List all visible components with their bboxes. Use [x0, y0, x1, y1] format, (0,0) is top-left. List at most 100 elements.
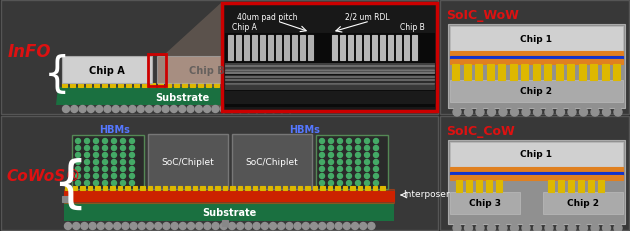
- Circle shape: [103, 160, 108, 165]
- Circle shape: [319, 139, 324, 144]
- Circle shape: [476, 224, 484, 231]
- Bar: [64, 189, 394, 203]
- Bar: [232, 134, 312, 189]
- Circle shape: [155, 222, 162, 230]
- Circle shape: [84, 139, 89, 144]
- Circle shape: [591, 224, 599, 231]
- Bar: [193, 186, 197, 190]
- Text: CoWoS®: CoWoS®: [6, 169, 81, 184]
- Bar: [456, 180, 462, 192]
- Circle shape: [355, 146, 360, 151]
- Bar: [103, 186, 107, 190]
- Bar: [163, 186, 167, 190]
- Circle shape: [355, 153, 360, 158]
- Bar: [372, 36, 377, 61]
- Circle shape: [120, 181, 125, 186]
- Bar: [132, 186, 137, 190]
- Circle shape: [355, 174, 360, 179]
- Bar: [225, 83, 434, 84]
- Circle shape: [614, 109, 622, 116]
- Circle shape: [346, 139, 352, 144]
- Circle shape: [93, 160, 98, 165]
- Circle shape: [93, 139, 98, 144]
- Bar: [225, 34, 434, 106]
- Bar: [312, 186, 317, 190]
- Circle shape: [365, 181, 370, 186]
- Bar: [230, 186, 234, 190]
- Bar: [543, 192, 623, 214]
- Circle shape: [346, 146, 352, 151]
- Circle shape: [76, 174, 81, 179]
- Circle shape: [338, 146, 343, 151]
- Circle shape: [499, 224, 507, 231]
- Circle shape: [112, 106, 119, 113]
- Circle shape: [556, 109, 564, 116]
- Circle shape: [319, 153, 324, 158]
- Circle shape: [130, 167, 134, 172]
- Bar: [567, 65, 574, 81]
- Circle shape: [338, 167, 343, 172]
- Bar: [225, 92, 434, 103]
- Polygon shape: [56, 88, 311, 106]
- Circle shape: [112, 139, 117, 144]
- Bar: [118, 186, 122, 190]
- Bar: [62, 57, 152, 84]
- Bar: [286, 84, 291, 88]
- Circle shape: [343, 222, 350, 230]
- Circle shape: [96, 106, 103, 113]
- Bar: [207, 186, 212, 190]
- Circle shape: [355, 139, 360, 144]
- Circle shape: [120, 174, 125, 179]
- Bar: [544, 65, 551, 81]
- Bar: [244, 36, 249, 61]
- Bar: [222, 220, 228, 226]
- Bar: [450, 27, 623, 52]
- Bar: [450, 81, 623, 103]
- Circle shape: [355, 160, 360, 165]
- Circle shape: [545, 109, 553, 116]
- Bar: [148, 134, 228, 189]
- Circle shape: [346, 174, 352, 179]
- Circle shape: [93, 167, 98, 172]
- Circle shape: [374, 160, 379, 165]
- Circle shape: [76, 146, 81, 151]
- Text: Chip 3: Chip 3: [469, 199, 501, 208]
- Bar: [510, 65, 517, 81]
- Circle shape: [568, 109, 576, 116]
- Bar: [262, 84, 267, 88]
- Bar: [225, 69, 434, 70]
- Circle shape: [580, 224, 588, 231]
- Bar: [147, 186, 152, 190]
- Circle shape: [488, 109, 496, 116]
- Bar: [260, 36, 265, 61]
- Circle shape: [64, 222, 71, 230]
- Circle shape: [146, 106, 152, 113]
- Text: Chip 1: Chip 1: [520, 34, 553, 43]
- Circle shape: [328, 160, 333, 165]
- Circle shape: [261, 222, 268, 230]
- Circle shape: [328, 153, 333, 158]
- Text: {: {: [44, 54, 71, 96]
- Bar: [486, 180, 492, 192]
- Circle shape: [365, 146, 370, 151]
- Circle shape: [328, 181, 333, 186]
- Circle shape: [122, 222, 129, 230]
- Bar: [95, 186, 100, 190]
- Circle shape: [104, 106, 111, 113]
- Bar: [297, 186, 302, 190]
- Text: Substrate: Substrate: [202, 207, 256, 217]
- Circle shape: [245, 222, 252, 230]
- Bar: [155, 186, 159, 190]
- Circle shape: [464, 224, 472, 231]
- Bar: [238, 186, 242, 190]
- Bar: [228, 36, 233, 61]
- Circle shape: [93, 181, 98, 186]
- Circle shape: [338, 181, 343, 186]
- Circle shape: [72, 222, 80, 230]
- Bar: [364, 36, 369, 61]
- Bar: [590, 65, 597, 81]
- Bar: [450, 142, 623, 167]
- Bar: [80, 186, 84, 190]
- Circle shape: [93, 174, 98, 179]
- Text: 2/2 um RDL: 2/2 um RDL: [345, 12, 389, 21]
